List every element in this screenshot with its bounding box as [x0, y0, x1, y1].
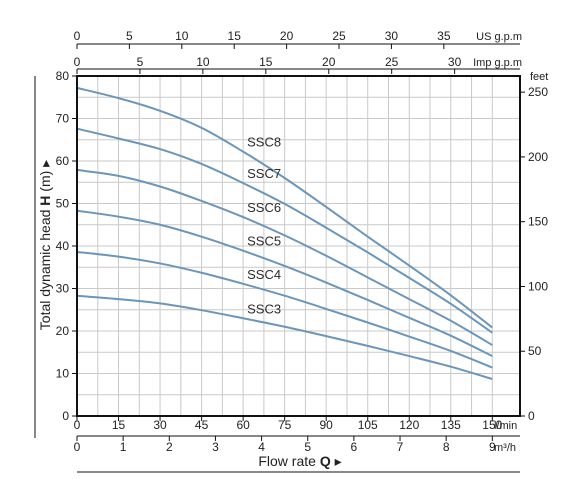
curve-ssc3 [76, 294, 493, 380]
feet-tick-label: 50 [528, 344, 542, 358]
x-tick-label-impgpm: 10 [196, 55, 210, 69]
curve-label-ssc7: SSC7 [247, 166, 281, 181]
unit-feet: feet [530, 71, 548, 83]
y-tick-label: 70 [56, 112, 70, 126]
x-tick-label-lmin: 0 [74, 418, 81, 432]
y-tick-label: 40 [56, 239, 70, 253]
y-tick-label: 10 [56, 367, 70, 381]
x-tick-label-m3h: 4 [258, 440, 265, 454]
x-tick-label-impgpm: 0 [74, 55, 81, 69]
y-tick-label: 50 [56, 197, 70, 211]
x-tick-label-lmin: 120 [399, 418, 419, 432]
y-tick-label: 80 [56, 69, 70, 83]
x-tick-label-m3h: 2 [166, 440, 173, 454]
curve-ssc7 [76, 127, 493, 334]
x-tick-label-lmin: 30 [153, 418, 167, 432]
unit-us-gpm: US g.p.m [476, 31, 522, 43]
x-tick-label-lmin: 60 [236, 418, 250, 432]
feet-tick-label: 100 [528, 279, 548, 293]
y-tick-label: 60 [56, 154, 70, 168]
x-tick-label-usgpm: 15 [228, 29, 242, 43]
x-tick-label-usgpm: 30 [385, 29, 399, 43]
unit-l-min: l/min [494, 420, 517, 432]
y-tick-label: 20 [56, 324, 70, 338]
curve-label-ssc5: SSC5 [247, 234, 281, 249]
x-axis-title: Flow rate Q ▸ [258, 453, 341, 469]
x-tick-label-m3h: 5 [304, 440, 311, 454]
curve-ssc5 [76, 209, 493, 357]
curve-label-ssc6: SSC6 [247, 200, 281, 215]
feet-tick-label: 0 [528, 409, 535, 423]
x-tick-label-m3h: 3 [212, 440, 219, 454]
curve-label-ssc4: SSC4 [247, 267, 281, 282]
x-tick-label-m3h: 6 [351, 440, 358, 454]
unit-m3-h: m³/h [494, 442, 516, 454]
y-tick-label: 0 [62, 409, 69, 423]
curve-ssc6 [76, 168, 493, 346]
feet-tick-label: 250 [528, 85, 548, 99]
curve-label-ssc3: SSC3 [247, 301, 281, 316]
curve-group [76, 86, 493, 380]
x-tick-label-lmin: 90 [320, 418, 334, 432]
x-tick-label-m3h: 0 [74, 440, 81, 454]
x-tick-label-lmin: 75 [278, 418, 292, 432]
x-tick-label-m3h: 9 [489, 440, 496, 454]
grid-lines [77, 76, 520, 416]
x-tick-label-lmin: 135 [441, 418, 461, 432]
x-tick-label-impgpm: 20 [322, 55, 336, 69]
x-tick-label-lmin: 15 [112, 418, 126, 432]
x-tick-label-lmin: 150 [482, 418, 502, 432]
curve-label-ssc8: SSC8 [247, 135, 281, 150]
x-tick-label-lmin: 45 [195, 418, 209, 432]
y-tick-label: 30 [56, 282, 70, 296]
x-tick-label-usgpm: 5 [126, 29, 133, 43]
x-tick-label-m3h: 8 [443, 440, 450, 454]
x-tick-label-m3h: 7 [397, 440, 404, 454]
x-tick-label-lmin: 105 [358, 418, 378, 432]
feet-tick-label: 200 [528, 150, 548, 164]
x-tick-label-impgpm: 5 [137, 55, 144, 69]
x-tick-label-usgpm: 20 [280, 29, 294, 43]
x-tick-label-usgpm: 10 [175, 29, 189, 43]
curve-ssc4 [76, 250, 493, 369]
x-tick-label-m3h: 1 [120, 440, 127, 454]
x-tick-label-impgpm: 30 [448, 55, 462, 69]
curve-labels: SSC8 SSC7 SSC6 SSC5 SSC4 SSC3 [247, 135, 281, 317]
x-tick-label-usgpm: 25 [332, 29, 346, 43]
y-axis-title: Total dynamic head H (m) ▸ [37, 160, 53, 330]
unit-imp-gpm: Imp g.p.m [473, 57, 522, 69]
x-tick-label-usgpm: 35 [437, 29, 451, 43]
feet-tick-label: 150 [528, 215, 548, 229]
x-tick-label-usgpm: 0 [74, 29, 81, 43]
curve-ssc8 [76, 86, 493, 329]
x-tick-label-impgpm: 15 [259, 55, 273, 69]
x-tick-label-impgpm: 25 [385, 55, 399, 69]
